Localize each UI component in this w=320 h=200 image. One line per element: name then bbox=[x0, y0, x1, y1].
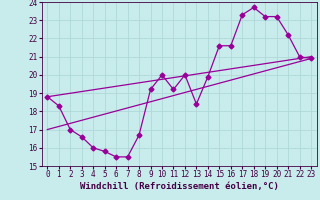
X-axis label: Windchill (Refroidissement éolien,°C): Windchill (Refroidissement éolien,°C) bbox=[80, 182, 279, 191]
